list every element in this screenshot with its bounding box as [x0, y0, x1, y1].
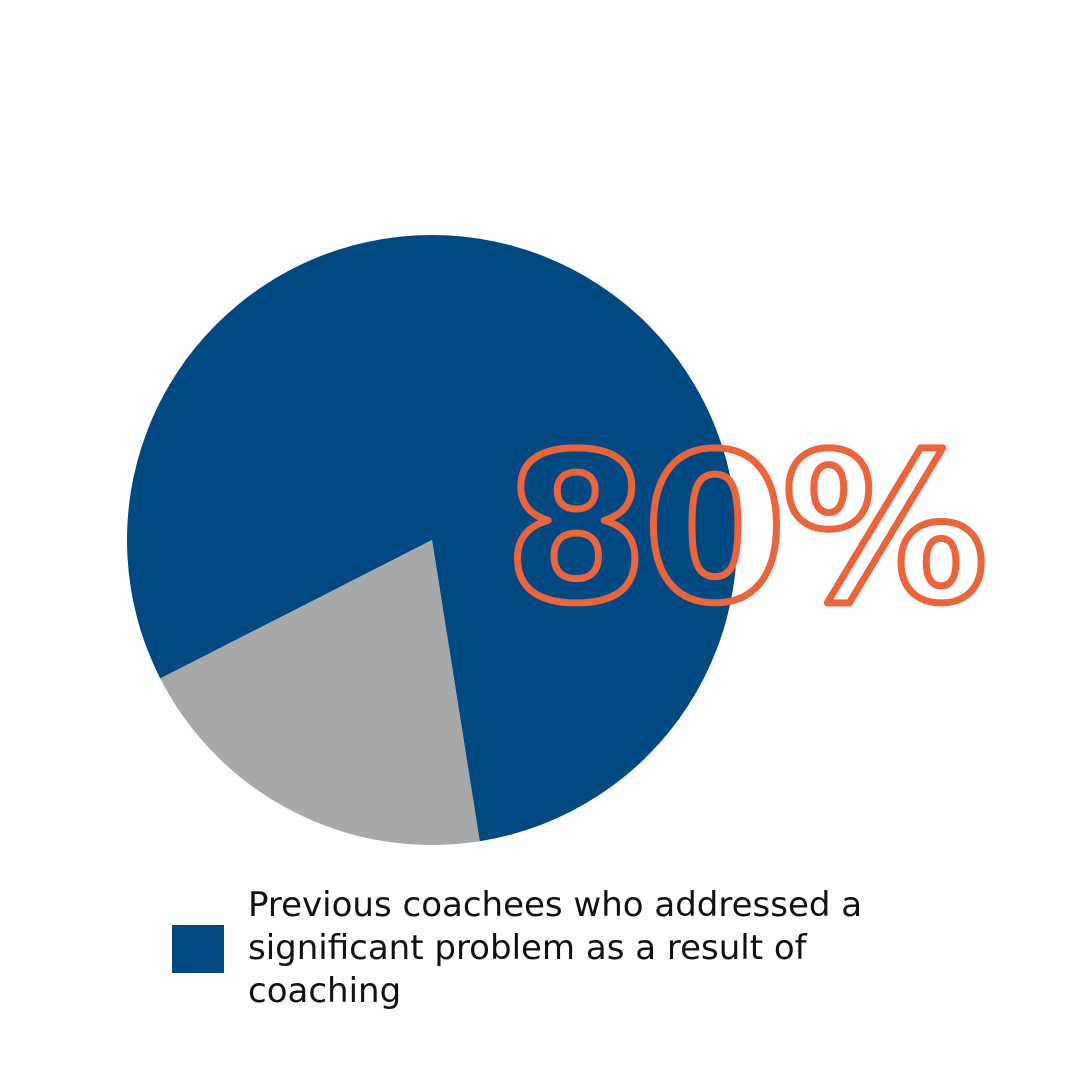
pie-slice-primary [127, 234, 738, 842]
legend-label: Previous coachees who addressed a signif… [248, 885, 863, 1011]
pie-slice-remainder [160, 540, 480, 845]
legend-swatch [172, 924, 224, 973]
pie-slices [127, 234, 738, 845]
highlight-percentage-label: 80% [505, 411, 984, 649]
legend: Previous coachees who addressed a signif… [172, 884, 932, 1013]
